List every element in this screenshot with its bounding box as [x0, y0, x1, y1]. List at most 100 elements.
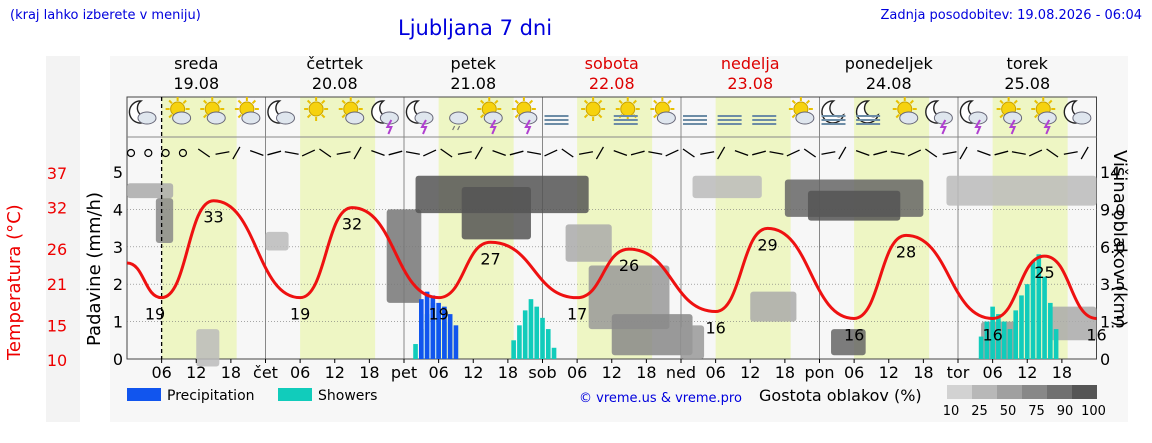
x-tick-label: 06 — [844, 363, 864, 382]
showers-legend-label: Showers — [318, 388, 377, 404]
x-tick-label: 12 — [463, 363, 483, 382]
showers-bar — [413, 344, 418, 359]
cloud-density-tick: 25 — [971, 404, 988, 419]
wind-barb — [959, 146, 968, 160]
region-hint[interactable]: (kraj lahko izberete v meniju) — [10, 8, 201, 23]
showers-bar — [996, 314, 1001, 359]
temperature-label: 32 — [342, 215, 362, 234]
wind-barb — [336, 151, 351, 155]
showers-bar — [1030, 261, 1036, 359]
wind-barb — [648, 151, 663, 155]
sun-ray — [514, 113, 519, 119]
cloud-density-tick: 100 — [1081, 404, 1106, 419]
precipitation-bar — [442, 306, 447, 359]
wind-barb — [925, 148, 938, 158]
daylight-band — [300, 97, 376, 359]
cloud-shape — [795, 111, 815, 125]
day-date: 24.08 — [866, 74, 912, 93]
sun-ray — [355, 99, 360, 105]
precipitation-legend-label: Precipitation — [167, 388, 255, 404]
wind-barb — [855, 149, 870, 157]
precipitation-tick: 5 — [113, 163, 123, 182]
cloud-density-swatch — [1047, 385, 1072, 399]
wind-barb — [717, 146, 726, 160]
temperature-label: 29 — [757, 235, 777, 254]
wind-barb — [942, 151, 957, 155]
x-tick-label: 12 — [602, 363, 622, 382]
sun-ray — [168, 99, 173, 105]
x-tick-label: 12 — [1017, 363, 1037, 382]
wind-barb — [890, 151, 905, 155]
last-updated: Zadnja posodobitev: 19.08.2026 - 06:04 — [880, 8, 1142, 23]
precipitation-tick: 1 — [113, 313, 123, 332]
temperature-label: 26 — [619, 256, 639, 275]
showers-bar — [1024, 284, 1030, 359]
sun-storm-icon — [1031, 97, 1057, 135]
x-tick-label: 06 — [982, 363, 1002, 382]
showers-bar — [528, 299, 534, 359]
temperature-label: 25 — [1034, 263, 1054, 282]
precipitation-bar — [436, 302, 441, 359]
wind-barb — [579, 151, 594, 155]
sun-ray — [895, 99, 900, 105]
showers-bar — [540, 317, 545, 359]
wind-barb — [215, 151, 230, 155]
sun-cloud-icon — [165, 97, 192, 125]
wind-barb — [1080, 146, 1089, 160]
temperature-label: 19 — [428, 305, 448, 324]
cloud-layer — [681, 325, 705, 359]
cloud-layer — [461, 186, 531, 240]
day-name: ponedeljek — [845, 54, 934, 73]
precipitation-tick: 2 — [113, 275, 123, 294]
wind-barb — [1011, 151, 1026, 155]
sun-disc — [585, 101, 601, 117]
day-name: četrtek — [306, 54, 364, 73]
precipitation-bar — [447, 314, 453, 359]
sun-disc — [308, 101, 324, 117]
sun-ray — [791, 113, 796, 119]
cloud-density-swatch — [1072, 385, 1097, 399]
wind-barb — [405, 151, 420, 155]
cloud-height-tick: 14 — [1100, 163, 1120, 182]
cloud-density-tick: 90 — [1057, 404, 1074, 419]
lightning-shape — [939, 119, 947, 135]
wind-barb — [319, 148, 332, 158]
day-name: nedelja — [721, 54, 780, 73]
moon-storm-icon — [925, 100, 953, 135]
x-tick-label: 18 — [775, 363, 795, 382]
wind-barb — [907, 149, 922, 157]
day-date: 19.08 — [173, 74, 219, 93]
cloud-density-swatch — [1022, 385, 1047, 399]
showers-bar — [511, 340, 516, 359]
sun-ray — [237, 113, 242, 119]
x-tick-label: pon — [804, 363, 834, 382]
sun-ray — [306, 99, 312, 105]
sun-ray — [528, 99, 534, 105]
moon-fog-icon — [855, 100, 881, 125]
x-tick-label: 06 — [290, 363, 310, 382]
cloud-layer — [386, 209, 422, 303]
temperature-tick: 32 — [47, 199, 67, 218]
precipitation-bar — [419, 299, 424, 359]
cloud-layer — [196, 329, 220, 367]
wind-barb — [838, 146, 847, 160]
cloud-layer — [807, 190, 901, 221]
sun-ray — [203, 113, 208, 119]
sun-ray — [203, 99, 208, 105]
sun-ray — [182, 99, 187, 105]
x-tick-label: 06 — [567, 363, 587, 382]
temperature-tick: 37 — [47, 164, 67, 183]
sun-ray — [1013, 99, 1018, 105]
wind-barb — [700, 151, 715, 155]
rain-shape — [452, 125, 461, 131]
sun-ray — [598, 99, 603, 105]
x-tick-label: 12 — [879, 363, 899, 382]
wind-barb — [371, 149, 385, 157]
sun-ray — [514, 99, 519, 105]
lightning-shape — [1043, 119, 1051, 135]
showers-bar — [984, 321, 990, 359]
sun-cloud-icon — [788, 97, 815, 125]
showers-bar — [1019, 295, 1024, 359]
sun-ray — [909, 99, 914, 105]
